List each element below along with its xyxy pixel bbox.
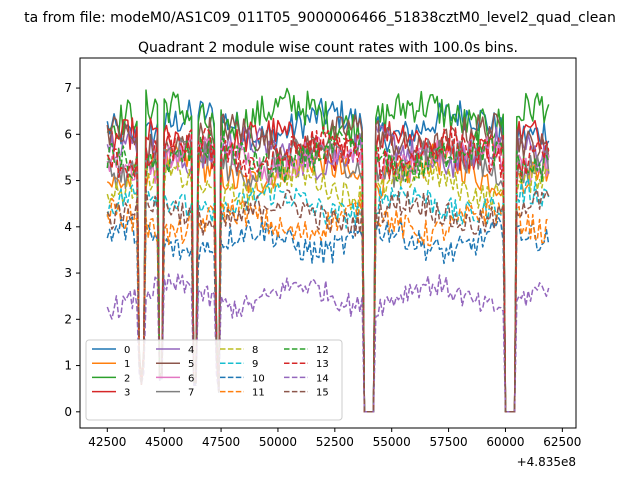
legend-label-14: 14 — [316, 373, 329, 384]
legend-label-1: 1 — [124, 359, 130, 370]
series-line-5 — [106, 112, 550, 413]
legend-label-4: 4 — [188, 345, 194, 356]
x-tick-label: 55000 — [373, 435, 411, 449]
x-tick-label: 47500 — [202, 435, 240, 449]
legend-label-8: 8 — [252, 345, 258, 356]
legend-label-15: 15 — [316, 388, 329, 399]
series-line-15 — [106, 189, 550, 413]
legend-label-12: 12 — [316, 345, 329, 356]
legend-label-9: 9 — [252, 359, 258, 370]
series-line-12 — [106, 129, 550, 413]
series-line-14 — [106, 273, 550, 413]
legend-label-11: 11 — [252, 388, 265, 399]
series-line-8 — [106, 159, 550, 413]
x-tick-label: 52500 — [316, 435, 354, 449]
x-tick-label: 57500 — [429, 435, 467, 449]
legend-label-6: 6 — [188, 373, 194, 384]
series-line-13 — [106, 125, 550, 413]
y-tick-label: 5 — [64, 174, 72, 188]
x-tick-label: 50000 — [259, 435, 297, 449]
x-tick-label: 62500 — [543, 435, 581, 449]
y-tick-label: 7 — [64, 81, 72, 95]
axes-frame — [79, 57, 577, 429]
y-tick-label: 1 — [64, 359, 72, 373]
legend-label-3: 3 — [124, 388, 130, 399]
legend-label-0: 0 — [124, 345, 130, 356]
x-tick-label: 60000 — [486, 435, 524, 449]
plot-lines — [106, 87, 550, 413]
x-offset-label: +4.835e8 — [517, 455, 576, 469]
chart-title: Quadrant 2 module wise count rates with … — [138, 40, 518, 56]
y-axis: 0 1 2 3 4 5 6 7 — [64, 81, 80, 419]
chart-suptitle: ta from file: modeM0/AS1C09_011T05_90000… — [24, 10, 616, 26]
legend-label-5: 5 — [188, 359, 194, 370]
series-line-10 — [106, 216, 550, 413]
y-tick-label: 6 — [64, 127, 72, 141]
legend-label-7: 7 — [188, 388, 194, 399]
legend-label-13: 13 — [316, 359, 329, 370]
series-line-11 — [106, 196, 549, 413]
series-line-0 — [106, 97, 550, 413]
legend-box — [85, 339, 343, 421]
legend-label-2: 2 — [124, 373, 130, 384]
y-tick-label: 3 — [64, 266, 72, 280]
x-tick-label: 45000 — [145, 435, 183, 449]
x-axis: 42500 45000 47500 50000 52500 55000 57500 60000… — [88, 428, 581, 449]
x-tick-label: 42500 — [88, 435, 126, 449]
legend-label-10: 10 — [252, 373, 265, 384]
y-tick-label: 4 — [64, 220, 72, 234]
y-tick-label: 2 — [64, 312, 72, 326]
y-tick-label: 0 — [64, 405, 72, 419]
